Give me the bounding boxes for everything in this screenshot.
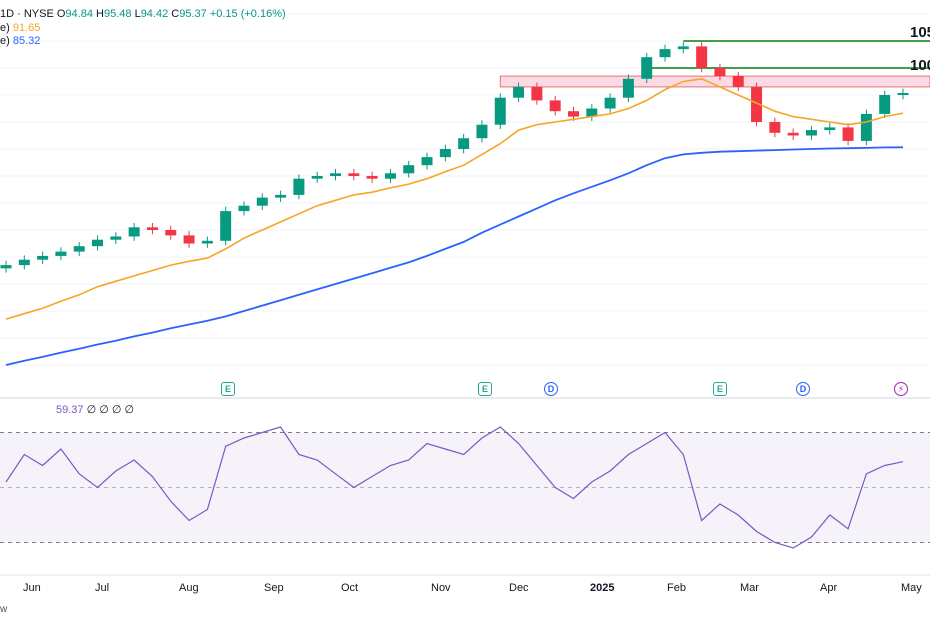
- ma200-legend: e) 85.32: [0, 34, 40, 48]
- candle-body: [622, 78, 634, 98]
- candle-body: [549, 100, 561, 112]
- month-label: Mar: [740, 582, 759, 594]
- split-icon[interactable]: ⚡: [894, 382, 908, 396]
- month-label: Apr: [820, 582, 838, 594]
- candle-body: [37, 255, 49, 260]
- candle-body: [0, 265, 12, 269]
- earnings-icon[interactable]: E: [713, 382, 727, 396]
- candle-body: [494, 97, 506, 125]
- level-label-100: 100: [910, 57, 930, 74]
- candle-body: [476, 124, 488, 139]
- candles: [0, 42, 909, 273]
- candle-body: [73, 246, 85, 252]
- candle-body: [275, 194, 287, 198]
- month-label: Jun: [23, 582, 41, 594]
- candle-body: [330, 173, 342, 176]
- month-label: 2025: [590, 582, 615, 594]
- ma50-label: e): [0, 22, 10, 34]
- candle-body: [220, 211, 232, 241]
- candle-body: [238, 205, 250, 212]
- dividend-icon[interactable]: D: [796, 382, 810, 396]
- candle-body: [128, 227, 140, 237]
- ma200-line: [5, 146, 904, 366]
- level-label-105: 105: [910, 24, 930, 41]
- rsi-legend: 59.37 ∅ ∅ ∅ ∅: [4, 403, 134, 417]
- candle-body: [787, 132, 799, 136]
- open-value: 94.84: [65, 8, 93, 20]
- month-label: Feb: [667, 582, 686, 594]
- ma50-line: [5, 77, 904, 320]
- candle-body: [311, 176, 323, 179]
- month-label: May: [901, 582, 922, 594]
- candle-body: [348, 173, 360, 176]
- ma50-legend: e) 91.65: [0, 21, 40, 35]
- rsi-line: [5, 426, 904, 549]
- close-value: 95.37: [179, 8, 207, 20]
- month-label: Nov: [431, 582, 451, 594]
- symbol-line: 1D · NYSE: [0, 8, 54, 20]
- candle-body: [366, 176, 378, 179]
- price-grid: [0, 13, 930, 366]
- candle-body: [146, 227, 158, 230]
- dividend-icon[interactable]: D: [544, 382, 558, 396]
- candle-body: [165, 230, 177, 236]
- rsi-extra: ∅ ∅ ∅ ∅: [86, 404, 135, 416]
- candle-body: [696, 46, 708, 68]
- month-label: Jul: [95, 582, 110, 594]
- candle-body: [92, 239, 104, 247]
- candle-body: [421, 157, 433, 166]
- candle-body: [458, 138, 470, 149]
- candle-body: [439, 149, 451, 158]
- ma50-value: 91.65: [12, 22, 41, 34]
- low-value: 94.42: [140, 8, 169, 20]
- candle-body: [769, 122, 781, 133]
- candle-body: [403, 165, 415, 174]
- candle-body: [842, 127, 854, 141]
- earnings-icon[interactable]: E: [478, 382, 492, 396]
- candle-body: [824, 127, 836, 131]
- ma200-value: 85.32: [12, 35, 41, 47]
- high-value: 95.48: [103, 8, 132, 20]
- candle-body: [714, 68, 726, 77]
- candle-body: [55, 251, 67, 256]
- footer-text: w: [0, 604, 8, 615]
- candle-body: [897, 93, 909, 95]
- candle-body: [110, 236, 122, 240]
- month-label: Oct: [341, 582, 359, 594]
- candle-body: [201, 240, 213, 244]
- candle-body: [732, 76, 744, 87]
- candle-body: [805, 130, 817, 136]
- candle-body: [586, 108, 598, 117]
- candle-body: [256, 197, 268, 206]
- candle-body: [860, 113, 872, 141]
- candle-body: [879, 95, 891, 114]
- candle-body: [659, 49, 671, 58]
- candle-body: [18, 259, 30, 266]
- candle-body: [293, 178, 305, 195]
- candle-body: [513, 86, 525, 98]
- candle-body: [531, 86, 543, 101]
- month-label: Aug: [179, 582, 199, 594]
- month-label: Dec: [509, 582, 529, 594]
- candle-body: [641, 57, 653, 79]
- ohlc-legend: 1D · NYSE O94.84 H95.48 L94.42 C95.37 +0…: [0, 8, 286, 20]
- candle-body: [183, 235, 195, 244]
- candle-body: [677, 46, 689, 50]
- candle-body: [604, 97, 616, 109]
- candle-body: [567, 111, 579, 117]
- earnings-icon[interactable]: E: [221, 382, 235, 396]
- change-value: +0.15 (+0.16%): [209, 8, 286, 20]
- ma200-label: e): [0, 35, 10, 47]
- rsi-value: 59.37: [56, 404, 84, 416]
- candle-body: [751, 86, 763, 122]
- month-label: Sep: [264, 582, 284, 594]
- candle-body: [384, 173, 396, 179]
